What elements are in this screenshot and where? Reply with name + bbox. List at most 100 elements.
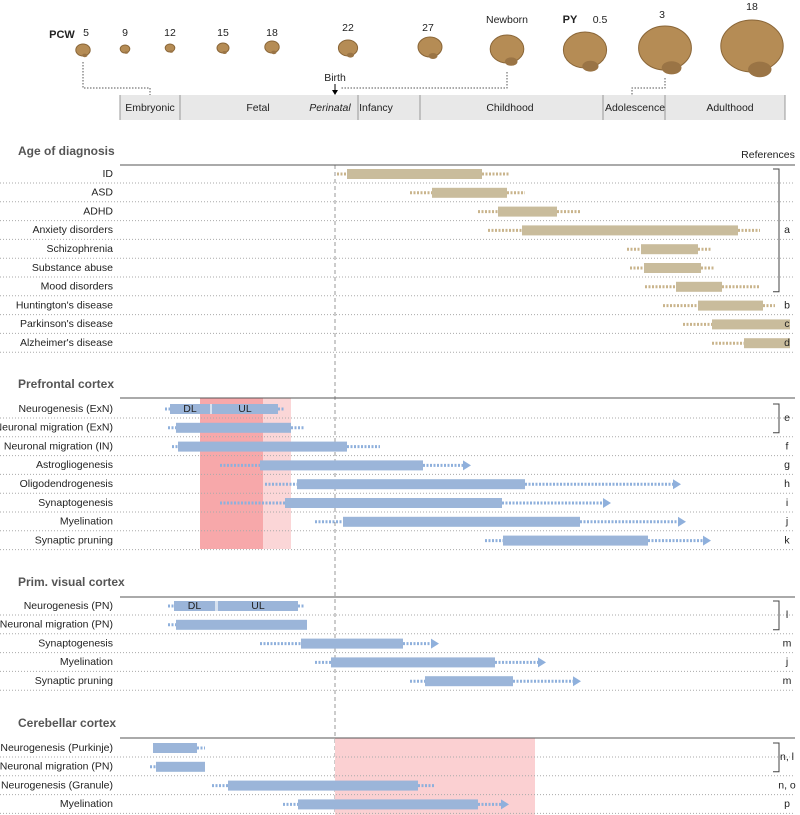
- age-unit: PCW: [49, 29, 75, 41]
- ref-label: j: [785, 656, 788, 668]
- bar: [260, 460, 423, 471]
- row-label: Synaptic pruning: [35, 675, 113, 687]
- row-label: Neuronal migration (PN): [0, 761, 113, 773]
- row-label: Myelination: [60, 656, 113, 668]
- ref-label: g: [784, 459, 790, 471]
- bar-gap: [215, 601, 218, 611]
- bar: [432, 187, 507, 198]
- row-label: Neuronal migration (PN): [0, 619, 113, 631]
- segment-label: DL: [188, 600, 202, 612]
- stage-label: Adolescence: [605, 102, 665, 114]
- age-label: 0.5: [593, 14, 608, 26]
- highlight: [200, 398, 263, 549]
- brain-stem: [504, 57, 518, 66]
- arrowhead: [431, 638, 439, 649]
- age-label: 5: [83, 27, 89, 39]
- ref-label: m: [783, 637, 792, 649]
- row-label: Myelination: [60, 516, 113, 528]
- bar: [425, 676, 513, 687]
- bar: [153, 743, 197, 753]
- bar: [178, 441, 347, 452]
- bar: [301, 638, 403, 649]
- row-label: Anxiety disorders: [32, 224, 113, 236]
- bar: [676, 281, 722, 292]
- bar: [698, 300, 763, 311]
- row-label: Neurogenesis (PN): [24, 600, 113, 612]
- segment-label: UL: [238, 403, 252, 415]
- row-label: Myelination: [60, 798, 113, 810]
- arrowhead: [573, 676, 581, 687]
- connectors: [82, 62, 666, 95]
- section-title: Age of diagnosis: [18, 144, 115, 158]
- bar: [297, 479, 525, 490]
- age-label: 18: [746, 1, 758, 13]
- highlight: [263, 398, 291, 549]
- ref-bracket: [773, 403, 780, 434]
- bar: [170, 404, 278, 414]
- segment-label: UL: [251, 600, 265, 612]
- bar: [298, 799, 478, 810]
- bar: [174, 601, 298, 611]
- brain-stem: [222, 51, 227, 54]
- row-label: Synaptic pruning: [35, 534, 113, 546]
- age-label: 9: [122, 27, 128, 39]
- stage-band: [120, 95, 785, 120]
- arrowhead: [673, 479, 681, 490]
- stage-label: Childhood: [486, 102, 533, 114]
- brain-stem: [346, 52, 354, 58]
- age-label: 27: [422, 22, 434, 34]
- ref-label: d: [784, 337, 790, 349]
- arrowhead: [603, 498, 611, 508]
- row-label: Parkinson's disease: [20, 318, 113, 330]
- row-label: Synaptogenesis: [38, 637, 113, 649]
- bar: [498, 206, 557, 217]
- birth-arrowhead: [332, 90, 338, 95]
- ref-bracket: [773, 600, 780, 631]
- row-label: Mood disorders: [41, 281, 113, 293]
- age-label: 3: [659, 9, 665, 21]
- ref-bracket: [773, 742, 780, 773]
- birth-label: Birth: [324, 72, 346, 84]
- ref-label: l: [786, 609, 788, 621]
- ref-bracket: [773, 168, 780, 293]
- row-label: Schizophrenia: [46, 243, 113, 255]
- brain-stem: [661, 61, 682, 75]
- ref-label: b: [784, 299, 790, 311]
- bar-gap: [210, 404, 212, 414]
- age-label: 12: [164, 27, 176, 39]
- row-label: ASD: [91, 187, 113, 199]
- ref-label: j: [785, 516, 788, 528]
- row-label: Oligodendrogenesis: [20, 478, 113, 490]
- ref-label: n, o: [778, 779, 796, 791]
- brain-stem: [748, 61, 772, 78]
- stage-label: Embryonic: [125, 102, 175, 114]
- bar: [712, 319, 790, 330]
- references-header: References: [741, 149, 795, 161]
- stage-label: Perinatal: [309, 102, 351, 114]
- arrowhead: [463, 460, 471, 471]
- age-label: 18: [266, 27, 278, 39]
- ref-label: e: [784, 412, 790, 424]
- brain-stem: [428, 53, 438, 59]
- row-label: ID: [103, 168, 114, 180]
- bar: [156, 761, 205, 772]
- brain-stem: [82, 53, 88, 58]
- age-label: 15: [217, 27, 229, 39]
- row-label: Neuronal migration (ExN): [0, 422, 113, 434]
- row-label: Neurogenesis (Granule): [1, 779, 113, 791]
- arrowhead: [501, 799, 509, 810]
- row-label: Neuronal migration (IN): [4, 440, 113, 452]
- bar: [347, 169, 482, 179]
- arrowhead: [538, 657, 546, 668]
- bar: [503, 535, 648, 546]
- bar: [744, 338, 790, 349]
- bar: [644, 263, 701, 273]
- ref-label: i: [786, 497, 788, 509]
- bar: [522, 225, 738, 236]
- bar: [641, 244, 698, 255]
- row-label: Synaptogenesis: [38, 497, 113, 509]
- row-label: Neurogenesis (ExN): [18, 403, 113, 415]
- ref-label: a: [784, 224, 790, 236]
- bar: [176, 422, 291, 433]
